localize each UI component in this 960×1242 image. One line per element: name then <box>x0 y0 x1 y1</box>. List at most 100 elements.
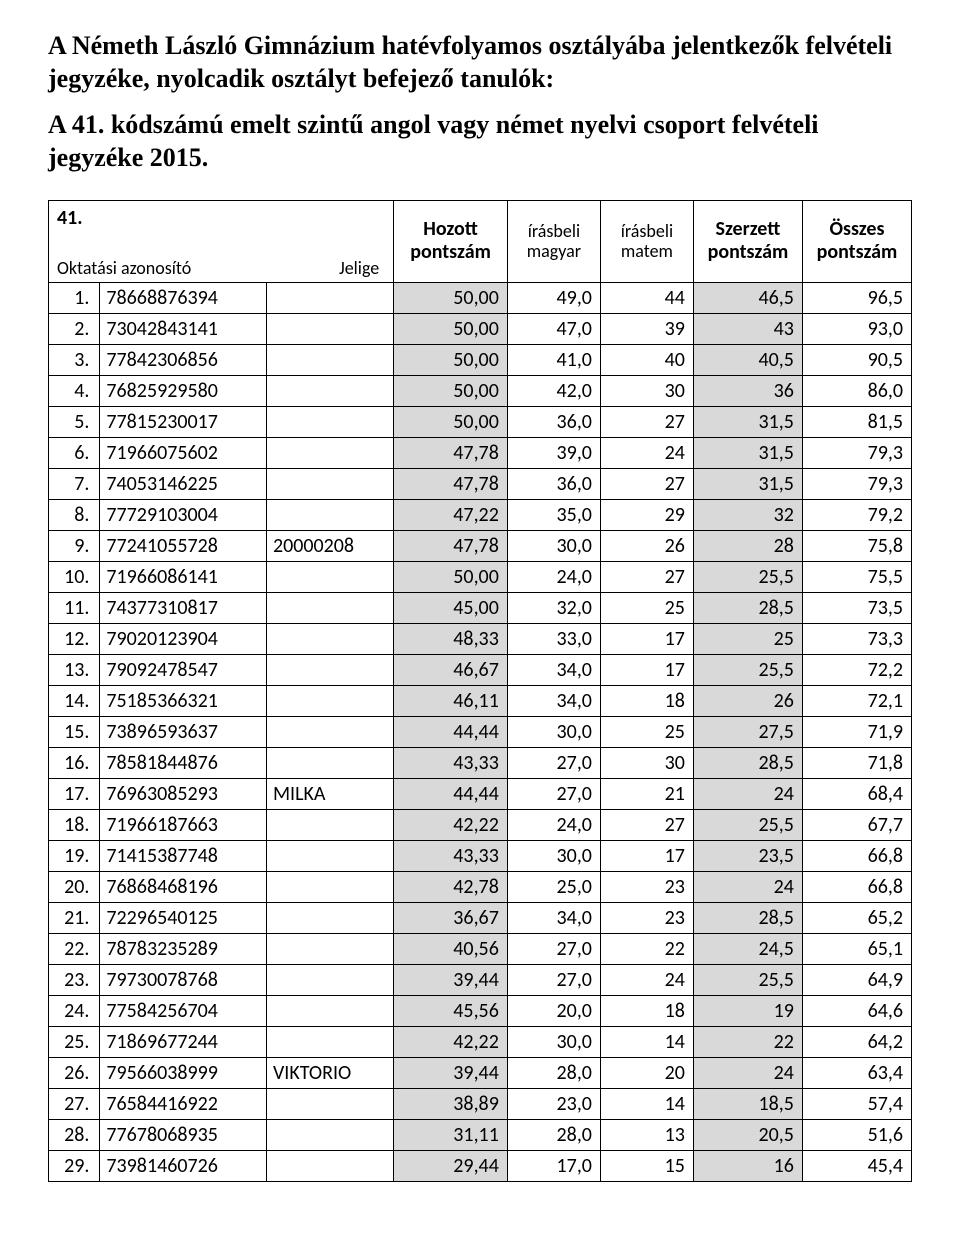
cell-magyar: 35,0 <box>507 499 600 530</box>
cell-rownum: 3. <box>49 344 100 375</box>
cell-magyar: 28,0 <box>507 1119 600 1150</box>
cell-jelige <box>266 871 393 902</box>
cell-matem: 14 <box>600 1088 693 1119</box>
cell-osszes: 66,8 <box>802 840 911 871</box>
cell-hozott: 47,78 <box>394 530 508 561</box>
cell-osszes: 79,3 <box>802 437 911 468</box>
cell-rownum: 14. <box>49 685 100 716</box>
table-row: 20.7686846819642,7825,0232466,8 <box>49 871 912 902</box>
cell-hozott: 36,67 <box>394 902 508 933</box>
cell-osszes: 68,4 <box>802 778 911 809</box>
cell-jelige <box>266 561 393 592</box>
table-header-row: 41. Oktatási azonosító Jelige Hozott pon… <box>49 201 912 283</box>
cell-magyar: 47,0 <box>507 313 600 344</box>
cell-hozott: 42,78 <box>394 871 508 902</box>
table-row: 14.7518536632146,1134,0182672,1 <box>49 685 912 716</box>
cell-id: 79020123904 <box>100 623 267 654</box>
cell-szerzett: 27,5 <box>693 716 802 747</box>
cell-szerzett: 24,5 <box>693 933 802 964</box>
cell-magyar: 30,0 <box>507 716 600 747</box>
cell-osszes: 79,2 <box>802 499 911 530</box>
cell-hozott: 40,56 <box>394 933 508 964</box>
cell-rownum: 12. <box>49 623 100 654</box>
cell-hozott: 39,44 <box>394 964 508 995</box>
cell-matem: 17 <box>600 654 693 685</box>
table-row: 21.7229654012536,6734,02328,565,2 <box>49 902 912 933</box>
table-row: 16.7858184487643,3327,03028,571,8 <box>49 747 912 778</box>
cell-szerzett: 16 <box>693 1150 802 1181</box>
header-matem: írásbeli matem <box>600 201 693 283</box>
cell-osszes: 71,9 <box>802 716 911 747</box>
cell-rownum: 20. <box>49 871 100 902</box>
cell-szerzett: 24 <box>693 778 802 809</box>
table-row: 10.7196608614150,0024,02725,575,5 <box>49 561 912 592</box>
cell-magyar: 36,0 <box>507 468 600 499</box>
cell-jelige <box>266 375 393 406</box>
cell-magyar: 17,0 <box>507 1150 600 1181</box>
cell-id: 71966086141 <box>100 561 267 592</box>
cell-matem: 17 <box>600 840 693 871</box>
cell-magyar: 39,0 <box>507 437 600 468</box>
cell-szerzett: 31,5 <box>693 437 802 468</box>
table-row: 26.79566038999VIKTORIO39,4428,0202463,4 <box>49 1057 912 1088</box>
cell-magyar: 20,0 <box>507 995 600 1026</box>
cell-jelige <box>266 1119 393 1150</box>
cell-matem: 14 <box>600 1026 693 1057</box>
cell-id: 74377310817 <box>100 592 267 623</box>
cell-id: 78581844876 <box>100 747 267 778</box>
cell-rownum: 6. <box>49 437 100 468</box>
cell-hozott: 50,00 <box>394 344 508 375</box>
cell-hozott: 42,22 <box>394 1026 508 1057</box>
cell-jelige <box>266 902 393 933</box>
header-jelige: Jelige <box>339 258 379 279</box>
cell-osszes: 67,7 <box>802 809 911 840</box>
cell-matem: 44 <box>600 282 693 313</box>
cell-rownum: 4. <box>49 375 100 406</box>
cell-rownum: 1. <box>49 282 100 313</box>
cell-hozott: 38,89 <box>394 1088 508 1119</box>
cell-id: 73042843141 <box>100 313 267 344</box>
cell-magyar: 24,0 <box>507 809 600 840</box>
cell-magyar: 30,0 <box>507 1026 600 1057</box>
title-part2: nyolcadik osztályt befejező tanulók: <box>156 64 554 93</box>
cell-magyar: 27,0 <box>507 778 600 809</box>
cell-jelige <box>266 685 393 716</box>
cell-id: 71869677244 <box>100 1026 267 1057</box>
cell-rownum: 7. <box>49 468 100 499</box>
table-row: 8.7772910300447,2235,0293279,2 <box>49 499 912 530</box>
cell-id: 71966187663 <box>100 809 267 840</box>
table-row: 2.7304284314150,0047,0394393,0 <box>49 313 912 344</box>
table-row: 7.7405314622547,7836,02731,579,3 <box>49 468 912 499</box>
cell-jelige <box>266 995 393 1026</box>
cell-szerzett: 23,5 <box>693 840 802 871</box>
cell-jelige <box>266 809 393 840</box>
cell-magyar: 41,0 <box>507 344 600 375</box>
cell-szerzett: 24 <box>693 871 802 902</box>
cell-rownum: 25. <box>49 1026 100 1057</box>
cell-jelige <box>266 840 393 871</box>
cell-id: 78783235289 <box>100 933 267 964</box>
cell-osszes: 79,3 <box>802 468 911 499</box>
cell-osszes: 64,6 <box>802 995 911 1026</box>
cell-matem: 22 <box>600 933 693 964</box>
cell-rownum: 5. <box>49 406 100 437</box>
cell-szerzett: 25,5 <box>693 654 802 685</box>
admission-table: 41. Oktatási azonosító Jelige Hozott pon… <box>48 200 912 1182</box>
cell-id: 77842306856 <box>100 344 267 375</box>
cell-id: 76963085293 <box>100 778 267 809</box>
cell-magyar: 30,0 <box>507 840 600 871</box>
cell-osszes: 51,6 <box>802 1119 911 1150</box>
table-row: 3.7784230685650,0041,04040,590,5 <box>49 344 912 375</box>
cell-szerzett: 18,5 <box>693 1088 802 1119</box>
cell-matem: 21 <box>600 778 693 809</box>
cell-szerzett: 25,5 <box>693 964 802 995</box>
cell-hozott: 46,67 <box>394 654 508 685</box>
cell-szerzett: 22 <box>693 1026 802 1057</box>
cell-hozott: 29,44 <box>394 1150 508 1181</box>
cell-magyar: 32,0 <box>507 592 600 623</box>
cell-magyar: 36,0 <box>507 406 600 437</box>
table-row: 19.7141538774843,3330,01723,566,8 <box>49 840 912 871</box>
cell-osszes: 93,0 <box>802 313 911 344</box>
cell-hozott: 47,22 <box>394 499 508 530</box>
cell-szerzett: 25,5 <box>693 561 802 592</box>
